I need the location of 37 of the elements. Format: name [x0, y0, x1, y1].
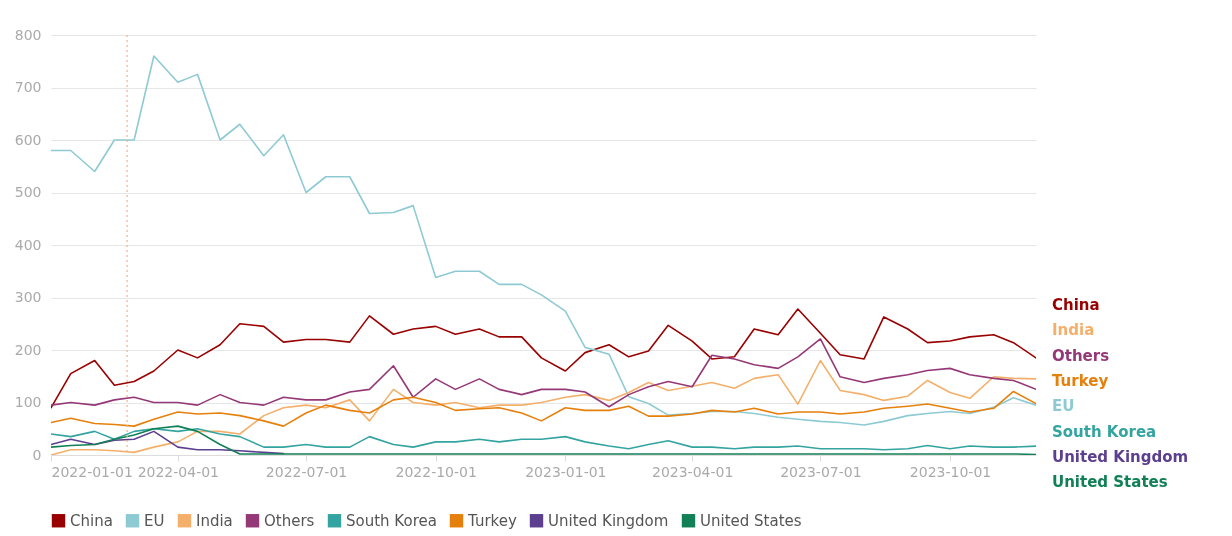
- text: Turkey: [1052, 371, 1109, 390]
- x-tick-label: 2023-07-01: [780, 463, 862, 480]
- legend-label: EU: [144, 511, 165, 530]
- y-tick-label: 100: [14, 394, 42, 410]
- legend-label: United States: [700, 511, 802, 530]
- legend-label: South Korea: [346, 511, 437, 530]
- text: India: [1052, 321, 1095, 340]
- y-tick-label: 0: [32, 446, 42, 463]
- line-series: [51, 308, 1036, 409]
- x-tick-label: 2023-10-01: [909, 463, 992, 480]
- legend-label: China: [70, 511, 113, 530]
- text: United Kingdom: [1052, 447, 1189, 466]
- x-tick-label: 2022-10-01: [395, 463, 477, 480]
- text: EU: [1052, 397, 1075, 416]
- y-tick-label: 500: [14, 184, 42, 200]
- legend-label: Others: [264, 511, 315, 530]
- legend-label: Turkey: [467, 511, 517, 530]
- line-series: [51, 55, 1036, 426]
- y-tick-label: 600: [14, 131, 42, 148]
- y-tick-label: 200: [14, 341, 42, 358]
- y-tick-label: 800: [14, 26, 42, 43]
- x-tick-label: 2022-01-01: [51, 463, 133, 480]
- line-series: [51, 338, 1036, 408]
- y-tick-label: 700: [14, 79, 42, 95]
- x-tick-label: 2022-04-01: [137, 463, 220, 480]
- legend-label: United Kingdom: [548, 511, 669, 530]
- line-series: [51, 390, 1036, 427]
- x-tick-label: 2023-01-01: [525, 463, 607, 480]
- y-tick-label: 300: [14, 289, 42, 305]
- text: South Korea: [1052, 422, 1157, 441]
- x-tick-label: 2022-07-01: [265, 463, 348, 480]
- text: Others: [1052, 346, 1110, 365]
- legend-label: India: [196, 511, 233, 530]
- text: United States: [1052, 473, 1168, 492]
- x-tick-label: 2023-04-01: [651, 463, 734, 480]
- text: China: [1052, 296, 1100, 314]
- y-tick-label: 400: [14, 236, 42, 253]
